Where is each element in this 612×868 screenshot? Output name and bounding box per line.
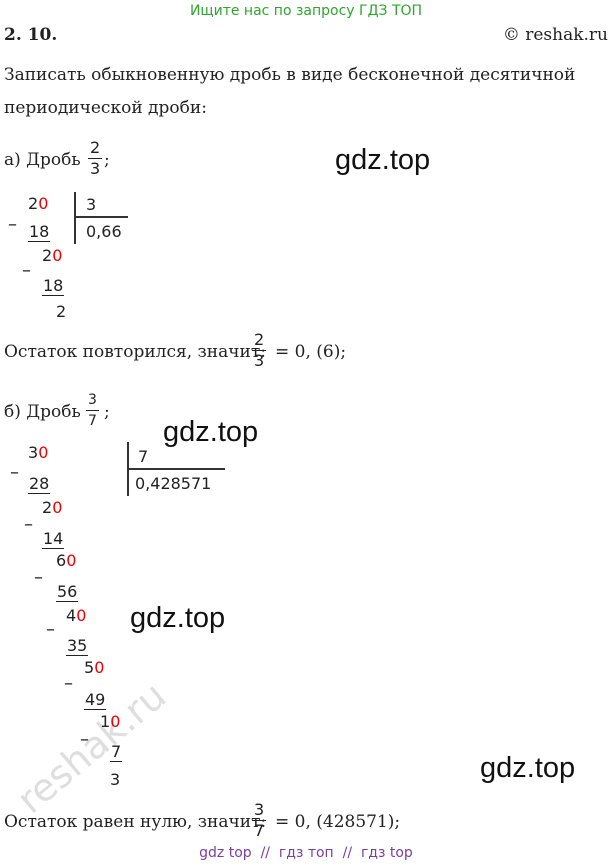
divisor: 3 (86, 195, 97, 214)
minus: – (8, 214, 17, 235)
numerator: 3 (86, 390, 99, 411)
denominator: 3 (90, 159, 101, 178)
watermark: gdz.top (480, 752, 576, 784)
remainder: 60 (56, 550, 76, 572)
conclusion-result: = 0, (6); (275, 342, 347, 362)
punct: ; (104, 150, 110, 170)
product: 7 (110, 742, 123, 762)
quotient: 0,428571 (135, 474, 212, 493)
task-text: Записать обыкновенную дробь в виде беско… (4, 65, 576, 85)
digits: 4 (66, 606, 77, 625)
copyright: © reshak.ru (502, 25, 608, 45)
watermark: gdz.top (163, 416, 259, 448)
added-zero: 0 (52, 246, 63, 265)
numerator: 3 (252, 800, 267, 821)
quotient: 0,66 (86, 222, 122, 241)
division-bar (74, 192, 76, 244)
remainder: 20 (42, 497, 62, 519)
conclusion-text: Остаток повторился, значит: (4, 342, 266, 362)
product: 18 (28, 222, 51, 242)
banner: Ищите нас по запросу ГДЗ ТОП (189, 3, 423, 19)
divisor: 7 (138, 447, 149, 466)
remainder: 10 (100, 711, 120, 733)
digits: 2 (42, 498, 53, 517)
minus: – (80, 729, 89, 750)
footer: gdz top // гдз топ // гдз top (199, 845, 413, 861)
remainder: 20 (42, 245, 62, 267)
product: 28 (28, 474, 51, 494)
minus: – (10, 462, 19, 483)
product: 35 (66, 636, 89, 656)
conclusion-text: Остаток равен нулю, значит: (4, 812, 267, 832)
punct: ; (104, 402, 110, 422)
added-zero: 0 (52, 498, 63, 517)
conclusion-result: = 0, (428571); (275, 812, 401, 832)
minus: – (22, 260, 31, 281)
digits: 3 (28, 443, 39, 462)
watermark: gdz.top (130, 602, 226, 634)
digits: 1 (100, 712, 111, 731)
added-zero: 0 (38, 443, 49, 462)
minus: – (34, 567, 43, 588)
part-label: б) Дробь (4, 402, 81, 422)
added-zero: 0 (76, 606, 87, 625)
remainder: 50 (84, 657, 104, 679)
numerator: 2 (88, 138, 103, 159)
dividend: 30 (28, 442, 48, 464)
minus: – (24, 514, 33, 535)
added-zero: 0 (38, 194, 49, 213)
remainder: 2 (56, 302, 67, 321)
minus: – (46, 619, 55, 640)
digits: 2 (42, 246, 53, 265)
product: 14 (42, 529, 65, 549)
product: 56 (56, 582, 79, 602)
division-bar (74, 216, 128, 218)
added-zero: 0 (66, 551, 77, 570)
denominator: 7 (254, 821, 265, 840)
task-number: 2. 10. (4, 25, 58, 45)
product: 18 (42, 276, 65, 296)
part-label: а) Дробь (4, 150, 81, 170)
added-zero: 0 (94, 658, 105, 677)
numerator: 2 (252, 330, 267, 351)
digits: 2 (28, 194, 39, 213)
task-text: периодической дроби: (4, 98, 207, 118)
division-bar (127, 468, 225, 470)
added-zero: 0 (110, 712, 121, 731)
minus: – (64, 673, 73, 694)
remainder: 3 (110, 770, 121, 789)
remainder: 40 (66, 605, 86, 627)
digits: 6 (56, 551, 67, 570)
product: 49 (84, 690, 107, 710)
dividend: 20 (28, 193, 48, 215)
watermark: gdz.top (335, 144, 431, 176)
denominator: 3 (254, 351, 265, 370)
denominator: 7 (88, 413, 97, 429)
digits: 5 (84, 658, 95, 677)
